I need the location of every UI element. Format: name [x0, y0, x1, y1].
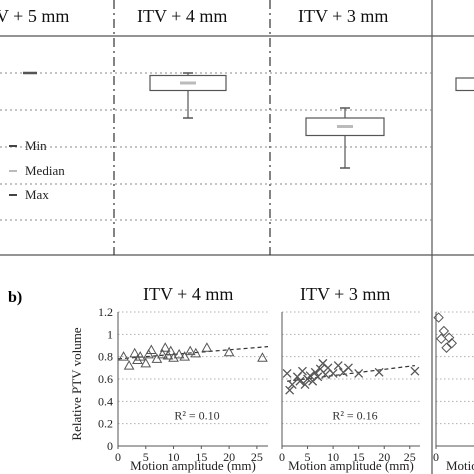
- data-point: [300, 380, 310, 390]
- panel-b-label: b): [8, 289, 22, 306]
- data-point: [165, 345, 177, 356]
- scatter-title-1: ITV + 4 mm: [143, 284, 233, 304]
- data-point: [374, 367, 384, 377]
- data-point: [123, 360, 135, 370]
- x-tick-label: 0: [115, 450, 121, 464]
- data-point: [134, 351, 146, 361]
- data-point: [443, 332, 455, 343]
- r-squared-label: R² = 0.10: [174, 409, 219, 423]
- data-point: [145, 344, 157, 354]
- y-tick-label: 1.2: [98, 305, 113, 319]
- data-point: [132, 354, 143, 365]
- x-tick-label: 10: [168, 450, 180, 464]
- data-point: [343, 363, 353, 373]
- data-point: [179, 351, 191, 361]
- data-point: [446, 338, 457, 349]
- x-tick-label: 5: [305, 450, 311, 464]
- data-point: [305, 371, 315, 381]
- data-point: [282, 368, 292, 378]
- data-point: [433, 312, 444, 323]
- y-axis-label: Relative PTV volume: [69, 327, 84, 440]
- box-plots: [23, 71, 474, 169]
- data-point: [297, 366, 307, 376]
- x-tick-label: 20: [378, 450, 390, 464]
- panel-b: b) ITV + 4 mm ITV + 3 mm Relative PTV vo…: [8, 284, 474, 473]
- data-point: [320, 370, 330, 379]
- data-point: [441, 342, 452, 353]
- y-tick-label: 0.6: [98, 372, 113, 386]
- x-tick-label: 25: [404, 450, 416, 464]
- box: [455, 77, 474, 92]
- y-tick-label: 1: [107, 327, 113, 341]
- box-legend: Min Median Max: [9, 138, 65, 202]
- scatter-title-2: ITV + 3 mm: [300, 284, 390, 304]
- data-point: [287, 380, 297, 390]
- data-point: [129, 347, 141, 358]
- data-point: [295, 376, 305, 386]
- data-point: [310, 367, 320, 377]
- x-tick-label: 15: [353, 450, 365, 464]
- legend-min-label: Min: [25, 138, 47, 153]
- x-axis-label: Motion amplitude (mm): [288, 458, 414, 473]
- x-tick-label: 0: [433, 450, 439, 464]
- x-tick-label: 25: [251, 450, 263, 464]
- data-point: [410, 366, 420, 376]
- data-point: [184, 345, 196, 356]
- x-tick-label: 5: [143, 450, 149, 464]
- x-axis-label: Motion amplitude (mm): [130, 458, 256, 473]
- data-point: [438, 325, 450, 337]
- y-tick-label: 0.2: [98, 417, 113, 431]
- x-axis-label: Motio: [446, 458, 474, 473]
- data-point: [328, 368, 338, 378]
- y-tick-label: 0: [107, 439, 113, 453]
- y-tick-label: 0.8: [98, 350, 113, 364]
- data-point: [118, 351, 129, 361]
- data-point: [333, 361, 343, 371]
- data-point: [173, 348, 185, 359]
- data-point: [313, 372, 323, 382]
- data-point: [190, 347, 202, 358]
- data-point: [436, 333, 447, 345]
- data-point: [257, 352, 268, 362]
- data-point: [159, 342, 171, 352]
- r-squared-label: R² = 0.16: [332, 409, 377, 423]
- legend-median-label: Median: [25, 163, 65, 178]
- data-point: [223, 346, 235, 357]
- x-tick-label: 10: [327, 450, 339, 464]
- data-point: [140, 357, 152, 368]
- data-point: [168, 352, 179, 362]
- panel-a-gridlines: [0, 72, 432, 221]
- data-point: [157, 348, 168, 359]
- data-point: [354, 368, 364, 378]
- legend-max-label: Max: [25, 187, 49, 202]
- column-header-3: ITV + 3 mm: [298, 6, 388, 26]
- column-header-2: ITV + 4 mm: [137, 6, 227, 26]
- data-point: [201, 342, 213, 352]
- x-tick-label: 15: [195, 450, 207, 464]
- column-header-1: V + 5 mm: [0, 6, 69, 26]
- x-tick-label: 20: [223, 450, 235, 464]
- y-tick-label: 0.4: [98, 394, 113, 408]
- data-point: [285, 385, 295, 395]
- x-tick-label: 0: [279, 450, 285, 464]
